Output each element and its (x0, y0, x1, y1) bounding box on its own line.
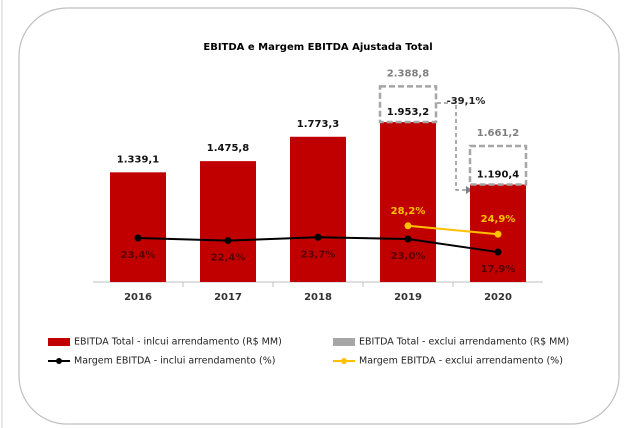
line-value-label: 23,7% (301, 249, 336, 260)
bar (110, 172, 166, 282)
change-arrow (437, 102, 466, 191)
legend-label: EBITDA Total - inlcui arrendamento (R$ M… (74, 337, 282, 348)
line-point (404, 235, 412, 243)
line-value-label: 28,2% (391, 206, 426, 217)
annotation: -39,1% (447, 96, 486, 107)
x-tick-label: 2017 (214, 292, 242, 303)
bar (380, 122, 436, 282)
legend-label: EBITDA Total - exclui arrendamento (R$ M… (359, 337, 569, 348)
x-tick-label: 2016 (124, 292, 152, 303)
line-point (224, 237, 232, 245)
bar-value-label: 1.190,4 (477, 170, 519, 181)
bar (200, 161, 256, 282)
line-value-label: 17,9% (481, 264, 516, 275)
bar (290, 136, 346, 282)
legend-swatch-dot (341, 358, 347, 364)
x-tick-label: 2019 (394, 292, 422, 303)
line-value-label: 23,0% (391, 251, 426, 262)
bar-value-label: 1.773,3 (297, 119, 339, 130)
bar-value-label: 1.475,8 (207, 143, 249, 154)
bar-value-label: 1.661,2 (477, 128, 519, 139)
dashed-bar (378, 85, 438, 124)
legend-swatch (48, 338, 70, 346)
dashed-bar (468, 144, 528, 186)
bar-value-label: 1.339,1 (117, 154, 159, 165)
line-value-label: 24,9% (481, 214, 516, 225)
line-point (314, 233, 322, 241)
bar-value-label: 2.388,8 (387, 68, 429, 79)
legend-swatch (333, 338, 355, 346)
line-point (494, 230, 502, 238)
line-point (494, 248, 502, 256)
x-tick-label: 2020 (484, 292, 512, 303)
line-point (404, 222, 412, 230)
legend-swatch-dot (56, 358, 62, 364)
arrow-head (466, 186, 472, 194)
legend-label: Margem EBITDA - exclui arrendamento (%) (359, 356, 563, 367)
bar-value-label: 1.953,2 (387, 107, 429, 118)
chart-title: EBITDA e Margem EBITDA Ajustada Total (203, 42, 432, 53)
line-value-label: 22,4% (211, 253, 246, 264)
legend-label: Margem EBITDA - inclui arrendamento (%) (74, 356, 275, 367)
line (407, 224, 499, 236)
line-point (134, 234, 142, 242)
line-value-label: 23,4% (121, 250, 156, 261)
x-tick-label: 2018 (304, 292, 332, 303)
